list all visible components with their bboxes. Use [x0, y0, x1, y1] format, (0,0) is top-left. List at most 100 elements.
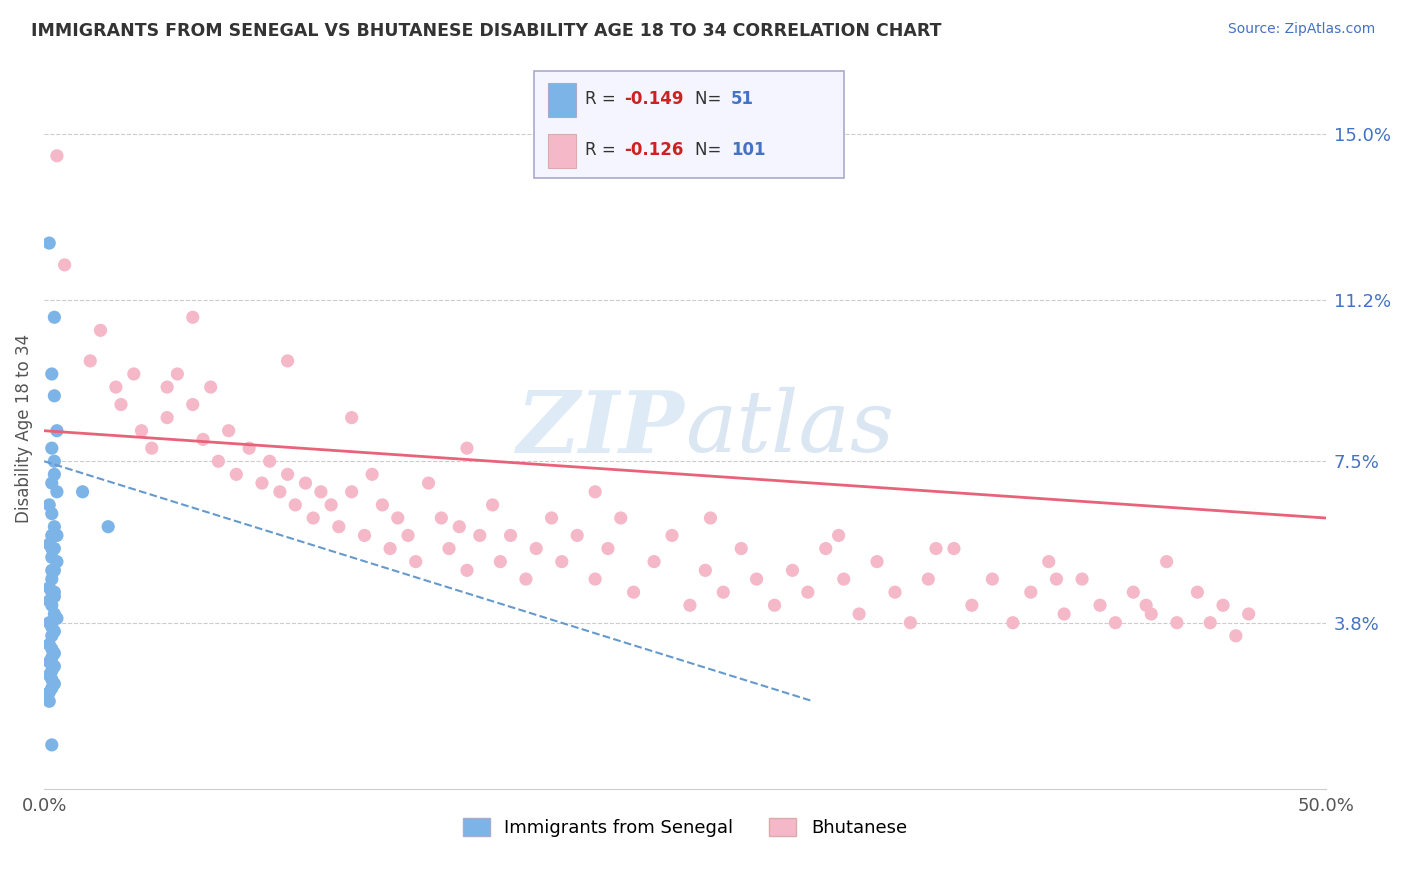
Point: [38, 498, 60, 512]
Point: [44, 519, 66, 533]
Point: [79, 354, 101, 368]
Point: [41, 476, 63, 491]
Point: [567, 528, 589, 542]
Point: [898, 615, 921, 630]
Point: [623, 585, 645, 599]
Point: [321, 498, 343, 512]
Point: [156, 410, 179, 425]
Point: [583, 484, 606, 499]
Text: Source: ZipAtlas.com: Source: ZipAtlas.com: [1227, 22, 1375, 37]
Point: [38, 594, 60, 608]
Point: [610, 511, 633, 525]
Point: [45, 528, 67, 542]
Point: [45, 611, 67, 625]
Point: [38, 668, 60, 682]
Point: [38, 685, 60, 699]
Point: [44, 677, 66, 691]
Point: [41, 620, 63, 634]
Point: [405, 555, 427, 569]
Text: atlas: atlas: [685, 387, 894, 470]
Text: N=: N=: [695, 141, 725, 159]
Point: [481, 498, 503, 512]
Text: 101: 101: [731, 141, 766, 159]
Point: [797, 585, 820, 599]
Point: [1135, 599, 1157, 613]
Point: [1140, 607, 1163, 621]
Point: [44, 541, 66, 556]
Point: [44, 646, 66, 660]
Point: [156, 380, 179, 394]
Point: [44, 310, 66, 325]
Point: [981, 572, 1004, 586]
Point: [207, 454, 229, 468]
Point: [661, 528, 683, 542]
Point: [41, 681, 63, 695]
Point: [551, 555, 574, 569]
Point: [38, 581, 60, 595]
Point: [41, 541, 63, 556]
Point: [181, 310, 204, 325]
Point: [1122, 585, 1144, 599]
Point: [38, 537, 60, 551]
Point: [44, 624, 66, 639]
Point: [41, 738, 63, 752]
Point: [418, 476, 440, 491]
Point: [884, 585, 907, 599]
Point: [387, 511, 409, 525]
Point: [41, 528, 63, 542]
Point: [72, 484, 94, 499]
Point: [277, 467, 299, 482]
Point: [371, 498, 394, 512]
Point: [44, 563, 66, 577]
Point: [1166, 615, 1188, 630]
Point: [269, 484, 291, 499]
Point: [294, 476, 316, 491]
Point: [925, 541, 948, 556]
Point: [1088, 599, 1111, 613]
Text: ZIP: ZIP: [517, 387, 685, 470]
Legend: Immigrants from Senegal, Bhutanese: Immigrants from Senegal, Bhutanese: [456, 811, 914, 845]
Point: [41, 367, 63, 381]
Point: [181, 398, 204, 412]
Point: [41, 507, 63, 521]
Text: N=: N=: [695, 90, 725, 108]
Point: [643, 555, 665, 569]
Point: [44, 607, 66, 621]
Point: [238, 441, 260, 455]
Point: [44, 454, 66, 468]
Point: [540, 511, 562, 525]
Point: [1199, 615, 1222, 630]
Point: [166, 367, 188, 381]
Point: [353, 528, 375, 542]
Text: -0.149: -0.149: [624, 90, 683, 108]
Point: [97, 519, 120, 533]
Point: [499, 528, 522, 542]
Point: [122, 367, 145, 381]
Point: [1156, 555, 1178, 569]
Point: [361, 467, 384, 482]
Point: [430, 511, 453, 525]
Point: [437, 541, 460, 556]
Point: [695, 563, 717, 577]
Point: [827, 528, 849, 542]
Point: [960, 599, 983, 613]
Point: [340, 484, 363, 499]
Text: 51: 51: [731, 90, 754, 108]
Point: [38, 615, 60, 630]
Point: [1071, 572, 1094, 586]
Point: [1001, 615, 1024, 630]
Point: [53, 258, 76, 272]
Point: [596, 541, 619, 556]
Point: [191, 433, 214, 447]
Point: [89, 323, 111, 337]
Point: [1045, 572, 1067, 586]
Point: [942, 541, 965, 556]
Text: R =: R =: [585, 90, 621, 108]
Point: [38, 235, 60, 250]
Point: [41, 650, 63, 665]
Point: [378, 541, 401, 556]
Point: [38, 655, 60, 669]
Point: [41, 550, 63, 565]
Point: [41, 641, 63, 656]
Point: [679, 599, 702, 613]
